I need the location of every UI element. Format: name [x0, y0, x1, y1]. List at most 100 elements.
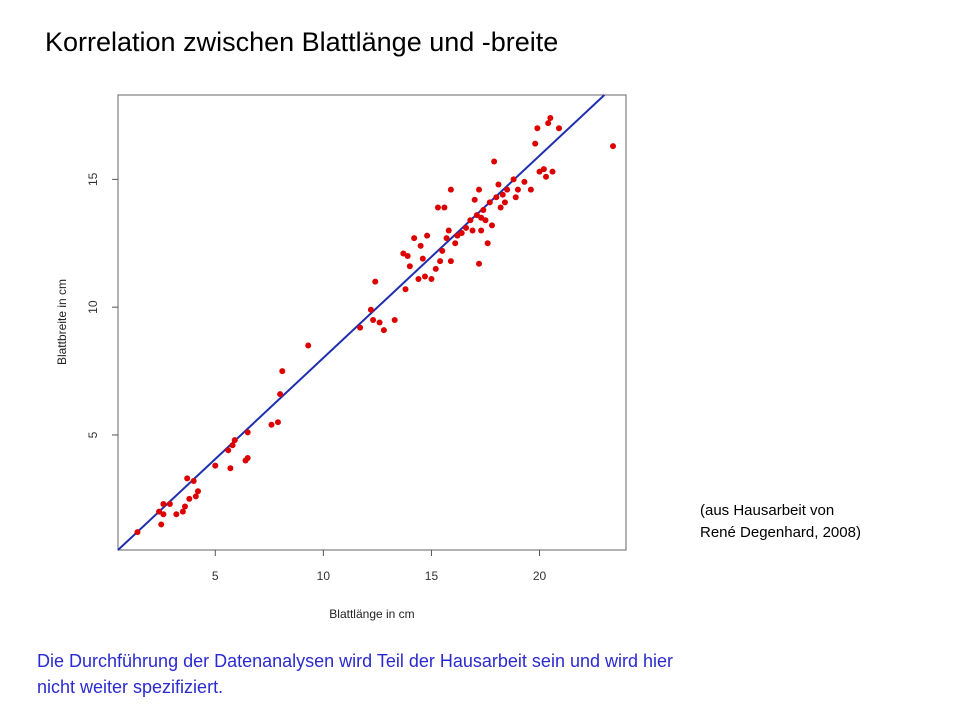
data-point [512, 194, 519, 201]
data-point [434, 204, 441, 211]
data-point [488, 222, 495, 229]
slide-title: Korrelation zwischen Blattlänge und -bre… [45, 27, 559, 57]
data-point [501, 199, 508, 206]
data-point [160, 511, 167, 518]
x-axis-label: Blattlänge in cm [329, 607, 414, 621]
data-point [478, 214, 485, 221]
data-point [484, 240, 491, 247]
x-tick-label: 15 [425, 569, 439, 583]
data-point [391, 316, 398, 323]
data-point [182, 503, 189, 510]
data-point [166, 500, 173, 507]
data-point [225, 447, 232, 454]
y-tick-label: 5 [86, 431, 100, 438]
citation: (aus Hausarbeit von René Degenhard, 2008… [700, 500, 861, 544]
data-point [417, 242, 424, 249]
data-point [179, 508, 186, 515]
data-point [476, 260, 483, 267]
data-point [268, 421, 275, 428]
data-point [367, 306, 374, 313]
y-tick-label: 15 [86, 172, 100, 186]
data-point [158, 521, 165, 528]
y-axis-label: Blattbreite in cm [55, 279, 69, 365]
data-point [452, 240, 459, 247]
data-point [463, 224, 470, 231]
data-point [471, 196, 478, 203]
regression-line [117, 94, 606, 551]
data-point [514, 186, 521, 193]
data-point [279, 368, 286, 375]
y-axis-line-group: 5 10 15 [86, 172, 118, 438]
data-point [274, 419, 281, 426]
data-point [192, 493, 199, 500]
data-point [406, 263, 413, 270]
data-point [480, 207, 487, 214]
data-point [510, 176, 517, 183]
data-point [160, 500, 167, 507]
data-point [439, 247, 446, 254]
x-tick-label: 5 [212, 569, 219, 583]
footnote-line-2: nicht weiter spezifiziert. [37, 677, 224, 697]
data-point [372, 278, 379, 285]
data-point [437, 258, 444, 265]
data-point [493, 194, 500, 201]
data-point [545, 120, 552, 127]
data-point [499, 191, 506, 198]
data-point [467, 217, 474, 224]
data-point [521, 178, 528, 185]
data-point [231, 437, 238, 444]
data-point [184, 475, 191, 482]
data-point [186, 495, 193, 502]
data-point [419, 255, 426, 262]
x-axis-line-group: 5 10 15 20 [212, 550, 547, 583]
data-point [486, 199, 493, 206]
data-point [156, 508, 163, 515]
data-point [400, 250, 407, 257]
x-tick-label: 10 [317, 569, 331, 583]
data-points-group [134, 115, 617, 536]
data-point [404, 253, 411, 260]
data-point [495, 181, 502, 188]
data-point [534, 125, 541, 132]
data-point [536, 168, 543, 175]
data-point [134, 529, 141, 536]
data-point [478, 227, 485, 234]
data-point [376, 319, 383, 326]
citation-line-2: René Degenhard, 2008) [700, 524, 861, 541]
data-point [441, 204, 448, 211]
data-point [194, 488, 201, 495]
data-point [424, 232, 431, 239]
data-point [244, 454, 251, 461]
data-point [411, 235, 418, 242]
data-point [447, 186, 454, 193]
data-point [549, 168, 556, 175]
footnote-line-1: Die Durchführung der Datenanalysen wird … [37, 651, 674, 671]
data-point [415, 276, 422, 283]
data-point [277, 391, 284, 398]
citation-line-1: (aus Hausarbeit von [700, 502, 835, 519]
data-point [421, 273, 428, 280]
data-point [540, 166, 547, 173]
data-point [227, 465, 234, 472]
data-point [482, 217, 489, 224]
x-tick-label: 20 [533, 569, 547, 583]
data-point [305, 342, 312, 349]
data-point [469, 227, 476, 234]
data-point [476, 186, 483, 193]
data-point [402, 286, 409, 293]
data-point [497, 204, 504, 211]
data-point [428, 276, 435, 283]
data-point [555, 125, 562, 132]
data-point [380, 327, 387, 334]
data-point [527, 186, 534, 193]
data-point [504, 186, 511, 193]
data-point [447, 258, 454, 265]
footnote: Die Durchführung der Datenanalysen wird … [37, 648, 917, 700]
data-point [370, 316, 377, 323]
data-point [543, 173, 550, 180]
data-point [432, 265, 439, 272]
data-point [532, 140, 539, 147]
data-point [473, 212, 480, 219]
y-tick-label: 10 [86, 300, 100, 314]
